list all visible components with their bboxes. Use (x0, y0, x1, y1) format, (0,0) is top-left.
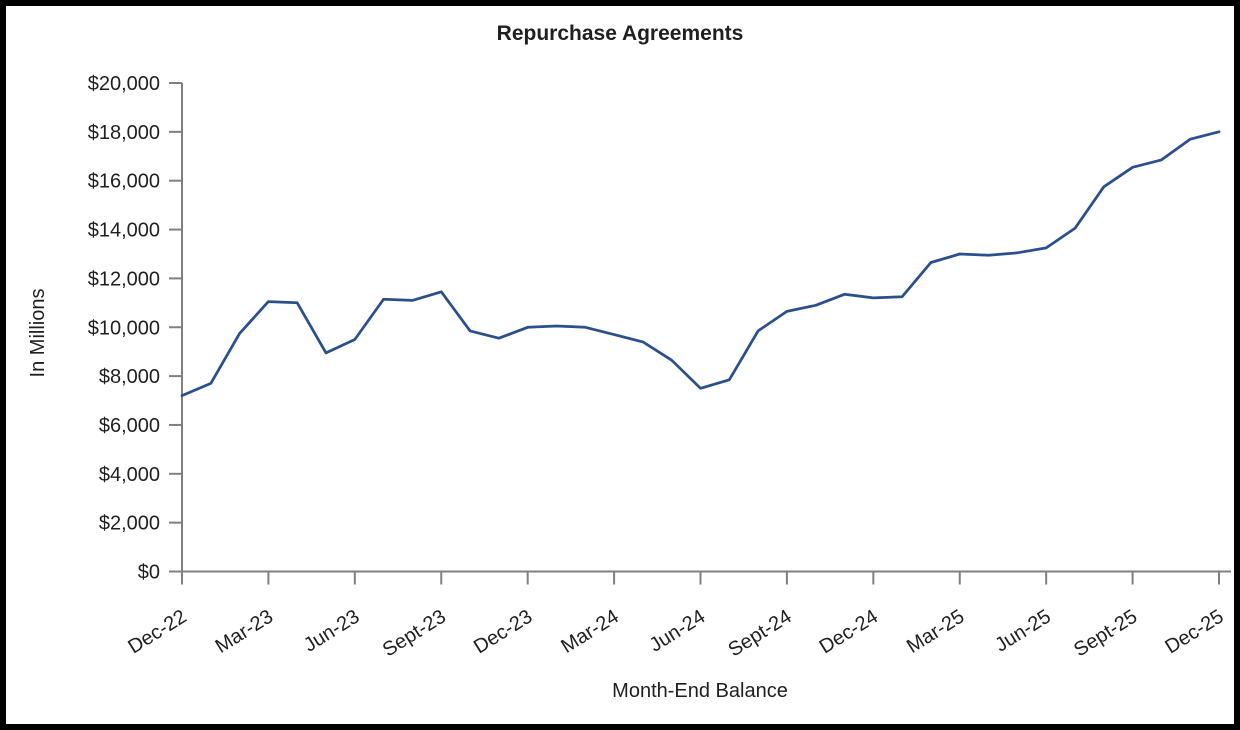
x-tick-label: Dec-22 (124, 606, 190, 659)
x-tick-label: Jun-23 (300, 606, 364, 657)
data-series (180, 130, 1221, 397)
x-tick-label: Jun-25 (991, 606, 1055, 657)
y-axis-title: In Millions (27, 289, 49, 378)
y-axis-ticks: $0 $2,000 $4,000 $6,000 $8,000 $10,000 $12,000… (88, 73, 182, 584)
y-tick-label: $4,000 (99, 464, 160, 486)
x-tick-label: Jun-24 (646, 606, 710, 657)
y-tick-label: $6,000 (99, 415, 160, 437)
x-tick-label: Sept-24 (724, 606, 795, 662)
x-tick-label: Mar-24 (557, 606, 622, 658)
y-tick-label: $8,000 (99, 366, 160, 388)
month-end-balance-line (180, 130, 1221, 397)
x-tick-label: Sept-25 (1070, 606, 1141, 662)
x-tick-label: Dec-25 (1161, 606, 1227, 659)
y-tick-label: $10,000 (88, 317, 160, 339)
y-tick-label: $18,000 (88, 122, 160, 144)
y-tick-label: $0 (138, 562, 160, 584)
x-tick-label: Dec-24 (816, 606, 882, 659)
y-tick-label: $14,000 (88, 220, 160, 242)
x-tick-label: Dec-23 (470, 606, 536, 659)
y-tick-label: $16,000 (88, 171, 160, 193)
y-tick-label: $2,000 (99, 513, 160, 535)
x-axis-title: Month-End Balance (612, 680, 788, 702)
x-axis-ticks: Dec-22 Mar-23 Jun-23 Sept-23 Dec-23 Mar-24 Jun… (124, 571, 1228, 662)
x-tick-label: Mar-25 (903, 606, 968, 658)
axes (169, 83, 1231, 573)
chart-title: Repurchase Agreements (497, 22, 744, 45)
x-tick-label: Mar-23 (212, 606, 277, 658)
x-tick-label: Sept-23 (379, 606, 450, 662)
y-tick-label: $12,000 (88, 268, 160, 290)
y-tick-label: $20,000 (88, 73, 160, 95)
